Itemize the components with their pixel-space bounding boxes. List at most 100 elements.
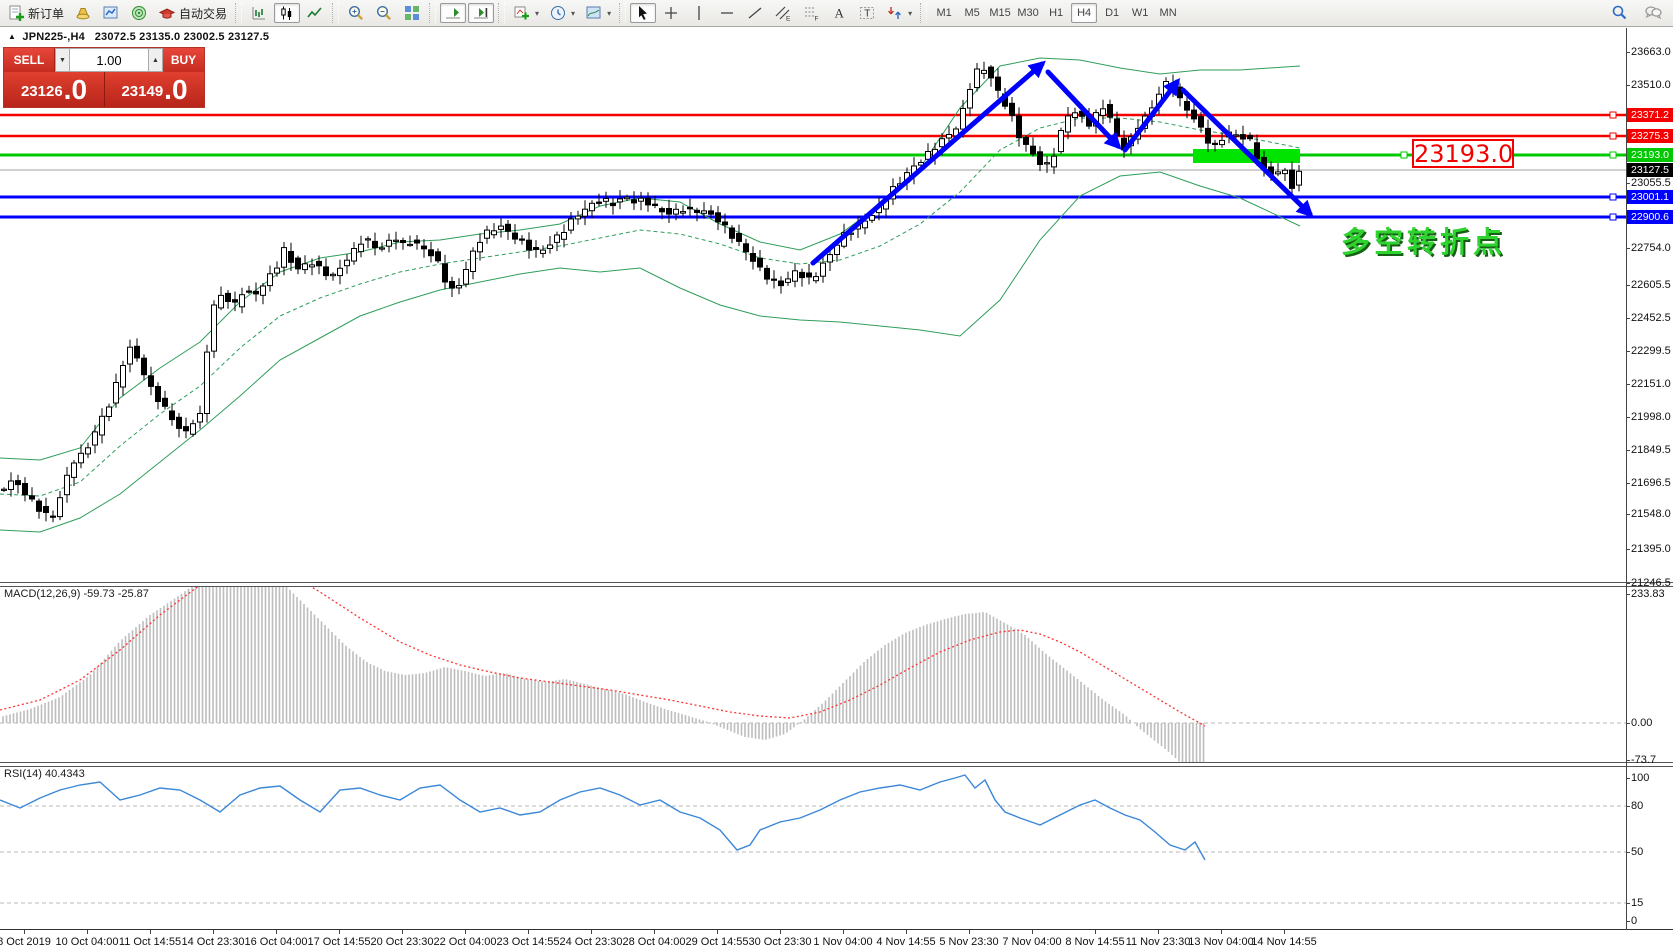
add-indicator-button[interactable]: ▾ [509,3,543,23]
time-tick [1221,930,1222,934]
time-label: 10 Oct 04:00 [55,936,119,948]
cursor-icon [639,6,648,20]
candlestick-chart-button[interactable] [274,3,301,23]
macd-splitter[interactable] [0,582,1673,587]
vertical-line-button[interactable] [686,3,712,23]
time-label: 13 Nov 04:00 [1188,936,1254,948]
volume-up-button[interactable]: ▲ [148,48,163,72]
rsi-splitter[interactable] [0,762,1673,767]
axis-tick-label: 23055.5 [1631,177,1671,189]
trendline-button[interactable] [742,3,768,23]
time-tick [1095,930,1096,934]
svg-text:E: E [786,16,791,23]
fibonacci-retracement-button[interactable]: F [798,3,824,23]
rsi-panel[interactable] [0,766,1673,929]
dropdown-caret-icon[interactable]: ▾ [607,8,612,18]
supply-zone-rect[interactable] [1193,149,1300,163]
timeframe-mn-button[interactable]: MN [1159,7,1177,19]
line-chart-button[interactable] [302,3,328,23]
periods-button[interactable]: ▾ [545,3,579,23]
line-anchor[interactable] [1609,193,1617,201]
trend-arrow-line[interactable] [1180,87,1314,218]
price-level-annotation-box[interactable]: 23193.0 [1412,139,1514,168]
sell-button[interactable]: SELL [4,48,55,72]
time-label: 22 Oct 04:00 [433,936,497,948]
buy-price[interactable]: 23149 .0 [105,72,204,107]
line-anchor[interactable] [1609,132,1617,140]
equidistant-channel-button[interactable]: E [770,3,796,23]
sell-price[interactable]: 23126 .0 [4,72,105,107]
arrow-objects-button[interactable]: ▾ [882,3,916,23]
line-anchor[interactable] [1609,213,1617,221]
dropdown-caret-icon[interactable]: ▾ [571,8,576,18]
tile-windows-button[interactable] [399,3,425,23]
cursor-button[interactable] [630,3,657,23]
volume-down-button[interactable]: ▼ [55,48,70,72]
chart-symbol-period: JPN225-,H4 [22,31,85,43]
turning-point-annotation[interactable]: 多空转折点 [1341,227,1507,259]
line-anchor[interactable] [1609,151,1617,159]
line-anchor[interactable] [1400,151,1408,159]
timeframe-m15-button[interactable]: M15 [989,7,1011,19]
timeframe-w1-button[interactable]: W1 [1131,7,1149,19]
templates-button[interactable]: ▾ [581,3,615,23]
zoom-in-button[interactable] [343,3,369,23]
navigator-button[interactable] [126,3,152,23]
timeframe-h4-button[interactable]: H4 [1071,3,1098,23]
price-level-badge: 23275.3 [1627,129,1673,143]
crosshair-button[interactable] [658,3,684,23]
axis-tick-label: -73.7 [1631,754,1657,766]
axis-tick-label: 100 [1631,772,1650,784]
timeframe-d1-button[interactable]: D1 [1105,7,1120,19]
axis-tick [1626,514,1630,515]
new-order-icon [9,5,24,21]
timeframe-m5-button[interactable]: M5 [964,7,980,19]
chart-ohlc-values: 23072.5 23135.0 23002.5 23127.5 [94,31,270,43]
axis-tick-label: 22151.0 [1631,378,1671,390]
chat-button[interactable] [1640,2,1666,22]
dropdown-caret-icon[interactable]: ▾ [908,8,913,18]
price-level-badge: 22900.6 [1627,210,1673,224]
volume-input[interactable] [70,48,148,72]
bollinger-lower [0,171,1301,533]
zoom-out-button[interactable] [371,3,397,23]
text-label-button[interactable]: T [854,3,880,23]
trend-arrow-line[interactable] [1045,69,1122,150]
timeframe-m1-button[interactable]: M1 [936,7,952,19]
buy-button[interactable]: BUY [163,48,204,72]
auto-trading-button[interactable]: 自动交易 [154,3,231,23]
search-button[interactable] [1606,2,1632,22]
main-chart[interactable] [0,28,1673,583]
text-button[interactable]: A [826,3,852,23]
bar-chart-button[interactable] [246,3,272,23]
timeframe-h1-button[interactable]: H1 [1049,7,1064,19]
time-tick [213,930,214,934]
macd-panel[interactable] [0,586,1673,762]
trend-arrow-line[interactable] [1122,77,1181,153]
trendline-icon [748,7,762,19]
chart-shift-button[interactable] [468,3,495,23]
axis-tick-label: 15 [1631,897,1644,909]
axis-tick [1626,384,1630,385]
toolbar-separator [235,3,243,23]
auto-scroll-button[interactable] [440,3,467,23]
market-watch-button[interactable] [98,3,124,23]
profiles-button[interactable] [70,3,96,23]
one-click-trade-panel: SELL ▼ ▲ BUY 23126 .0 23149 .0 [3,47,205,108]
timeframe-m30-button[interactable]: M30 [1017,7,1039,19]
text-icon: A [835,6,845,21]
new-order-button[interactable]: 新订单 [3,3,68,23]
trend-arrow-line[interactable] [810,60,1046,266]
line-anchor[interactable] [1609,111,1617,119]
zoom-in-icon [349,5,364,21]
collapse-triangle-icon[interactable]: ▲ [8,32,17,41]
axis-tick-label: 50 [1631,846,1644,858]
line-chart-icon [307,7,322,18]
macd-label: MACD(12,26,9) -59.73 -25.87 [4,588,149,600]
axis-tick [1626,85,1630,86]
dropdown-caret-icon[interactable]: ▾ [535,8,540,18]
price-level-badge: 23127.5 [1627,163,1673,177]
horizontal-line-button[interactable] [714,3,740,23]
axis-tick-label: 22452.5 [1631,312,1671,324]
time-tick [528,930,529,934]
